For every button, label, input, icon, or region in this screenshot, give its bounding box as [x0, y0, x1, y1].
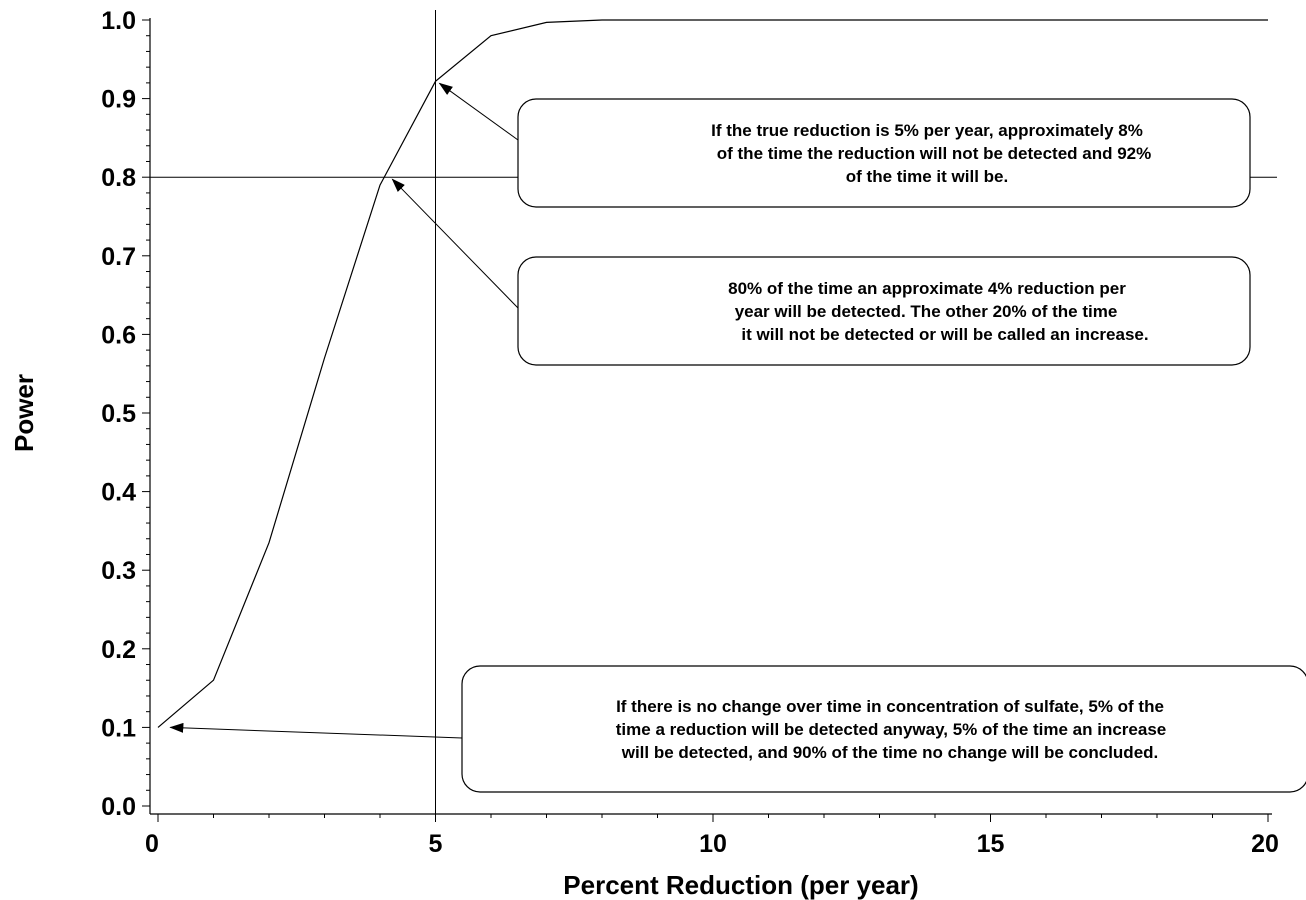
- callout-text-line: will be detected, and 90% of the time no…: [621, 743, 1159, 762]
- callout-box: [461, 665, 1306, 793]
- callout-text-line: of the time the reduction will not be de…: [717, 144, 1152, 163]
- y-tick-label: 0.7: [101, 243, 136, 271]
- annotations: If the true reduction is 5% per year, ap…: [169, 82, 1306, 793]
- x-tick-label: 5: [429, 830, 443, 858]
- x-tick-label: 20: [1251, 830, 1279, 858]
- y-tick-label: 0.3: [101, 557, 136, 585]
- callout-arrow: [169, 722, 463, 739]
- x-tick-label: 10: [699, 830, 727, 858]
- callout-arrow: [438, 82, 519, 141]
- callout-2: 80% of the time an approximate 4% reduct…: [391, 178, 1251, 366]
- callout-text-line: of the time it will be.: [846, 167, 1008, 186]
- y-tick-label: 1.0: [101, 7, 136, 35]
- series-layer: [157, 19, 1268, 728]
- callout-1: If the true reduction is 5% per year, ap…: [438, 82, 1251, 208]
- callout-text-line: year will be detected. The other 20% of …: [735, 302, 1118, 321]
- power-curve-line: [157, 19, 1268, 728]
- tick-labels: 0.0 0.1 0.2 0.3 0.4 0.5 0.6 0.7 0.8 0.9 1.0 0 5 10 15 2…: [9, 7, 1279, 900]
- x-tick-label: 15: [977, 830, 1005, 858]
- y-tick-label: 0.2: [101, 636, 136, 664]
- callout-text-line: If the true reduction is 5% per year, ap…: [711, 121, 1143, 140]
- y-tick-label: 0.0: [101, 793, 136, 821]
- callout-box: [517, 98, 1251, 208]
- x-axis-title: Percent Reduction (per year): [563, 870, 918, 900]
- callout-text-line: it will not be detected or will be calle…: [741, 325, 1148, 344]
- callout-3: If there is no change over time in conce…: [169, 665, 1306, 793]
- y-tick-label: 0.9: [101, 86, 136, 114]
- callout-box: [517, 256, 1251, 366]
- y-tick-label: 0.8: [101, 164, 136, 192]
- callout-text-line: If there is no change over time in conce…: [616, 697, 1164, 716]
- callout-arrow: [391, 178, 519, 309]
- y-tick-label: 0.5: [101, 400, 136, 428]
- y-tick-label: 0.1: [101, 714, 136, 742]
- callout-text-line: time a reduction will be detected anyway…: [616, 720, 1166, 739]
- x-tick-label: 0: [145, 830, 159, 858]
- callout-text-line: 80% of the time an approximate 4% reduct…: [728, 279, 1126, 298]
- y-tick-label: 0.4: [101, 479, 136, 507]
- y-tick-label: 0.6: [101, 321, 136, 349]
- axes: [142, 18, 1272, 822]
- y-axis-title: Power: [9, 374, 39, 452]
